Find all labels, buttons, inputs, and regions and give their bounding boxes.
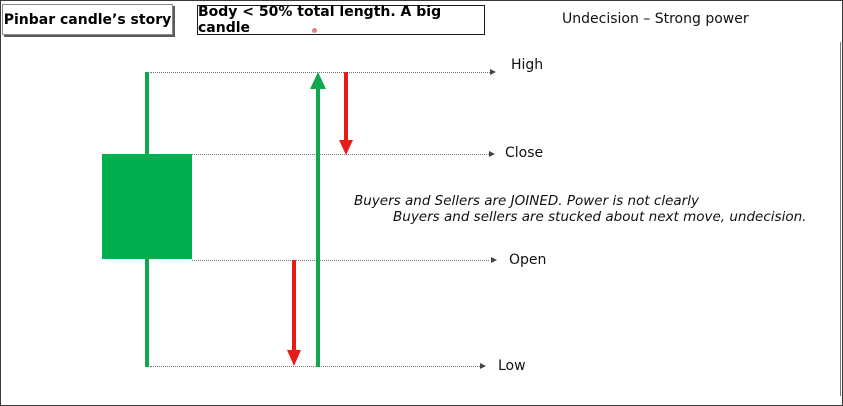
candle-body (102, 154, 192, 259)
high-guide-line (150, 72, 490, 73)
up-arrow (310, 72, 326, 367)
high-guide-arrowhead (490, 69, 496, 75)
close-label: Close (505, 145, 544, 161)
marker-dot (312, 28, 317, 33)
body-note: Body < 50% total length. A big candle (198, 4, 442, 36)
open-guide-arrowhead (491, 257, 497, 263)
candle-lower-wick (145, 259, 149, 367)
right-divider (840, 42, 841, 396)
body-note-box: Body < 50% total length. A big candle (197, 4, 485, 36)
down-arrow-lower (287, 260, 301, 366)
open-label: Open (509, 252, 547, 268)
candle-upper-wick (145, 72, 149, 155)
low-guide-line (150, 366, 480, 367)
close-guide-line (192, 154, 489, 155)
header-right-note: Undecision – Strong power (562, 11, 749, 27)
title-box: Pinbar candle’s story (2, 4, 173, 35)
note-line-1: Buyers and Sellers are JOINED. Power is … (354, 193, 699, 209)
close-guide-arrowhead (489, 151, 495, 157)
high-label: High (511, 57, 544, 73)
open-guide-line (192, 260, 489, 261)
note-line-2: Buyers and sellers are stucked about nex… (393, 209, 807, 225)
down-arrow-upper (339, 72, 353, 155)
page-title: Pinbar candle’s story (3, 11, 172, 28)
low-label: Low (498, 358, 526, 374)
low-guide-arrowhead (480, 363, 486, 369)
